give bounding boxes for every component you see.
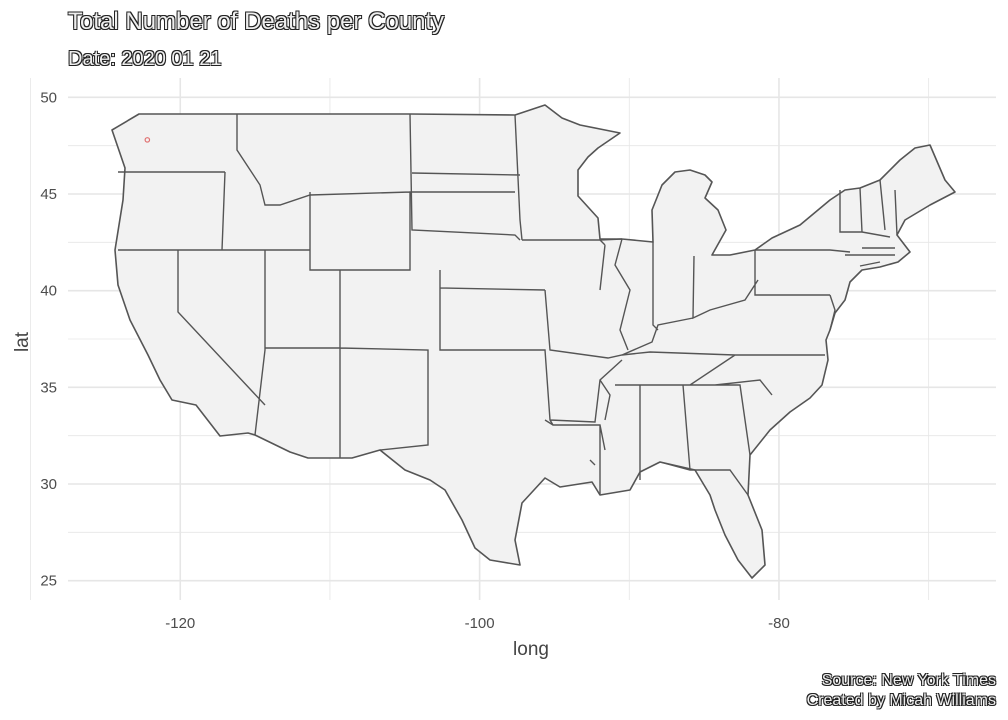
caption-source: Source: New York Times <box>821 672 996 689</box>
death-point <box>144 137 151 143</box>
us-states <box>111 104 956 579</box>
y-axis-label: lat <box>12 331 33 352</box>
us-outline <box>111 104 956 579</box>
x-tick-label: -80 <box>768 615 790 632</box>
y-tick-label: 40 <box>40 283 57 300</box>
y-tick-label: 35 <box>40 379 57 396</box>
y-tick-label: 30 <box>40 476 57 493</box>
death-points <box>144 137 151 143</box>
state-borders <box>118 113 898 496</box>
map-subtitle: Date: 2020 01 21 <box>68 48 222 70</box>
map-title: Total Number of Deaths per County <box>68 8 445 35</box>
y-axis-ticks: 25 30 35 40 45 50 <box>40 89 57 589</box>
x-tick-label: -100 <box>465 615 495 632</box>
x-axis-ticks: -120 -100 -80 <box>165 615 790 632</box>
y-tick-label: 25 <box>40 573 57 590</box>
x-tick-label: -120 <box>165 615 195 632</box>
y-tick-label: 45 <box>40 186 57 203</box>
caption-author: Created by Micah Williams <box>806 692 996 709</box>
y-tick-label: 50 <box>40 89 57 106</box>
x-axis-label: long <box>513 639 549 660</box>
